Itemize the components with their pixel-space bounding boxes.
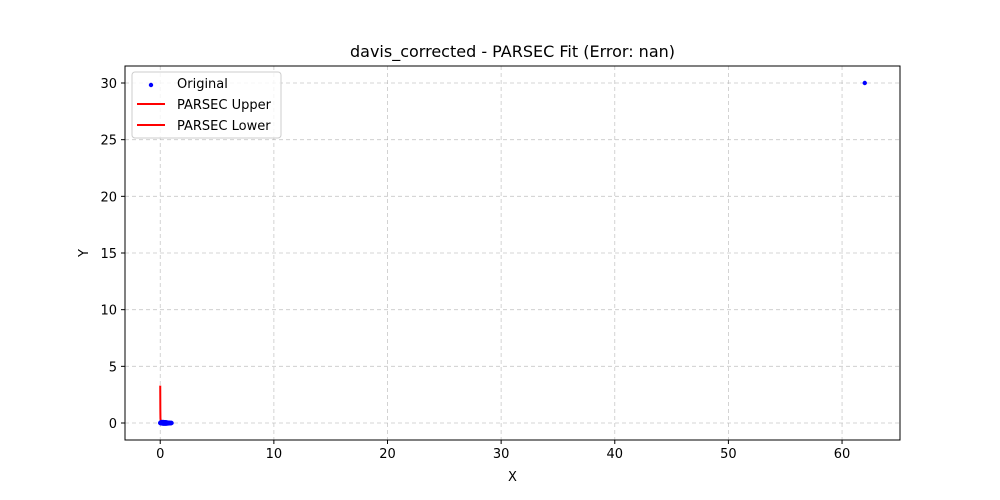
x-tick-label: 10 — [266, 447, 283, 462]
grid — [125, 66, 900, 440]
y-tick-label: 5 — [109, 360, 117, 375]
x-tick-label: 50 — [720, 447, 737, 462]
y-tick-label: 15 — [100, 247, 117, 262]
scatter-point — [862, 80, 867, 86]
legend-label-original: Original — [177, 77, 228, 92]
legend-label-parsec-upper: PARSEC Upper — [177, 98, 272, 113]
y-tick-label: 25 — [100, 134, 117, 149]
y-tick-label: 0 — [109, 417, 117, 432]
legend-marker-original — [148, 82, 154, 88]
plot-data — [158, 80, 867, 426]
x-tick-label: 60 — [834, 447, 851, 462]
y-tick-label: 30 — [100, 77, 117, 92]
x-axis-label: X — [508, 470, 517, 485]
x-tick-label: 0 — [156, 447, 164, 462]
y-tick-label: 20 — [100, 190, 117, 205]
y-tick-label: 10 — [100, 304, 117, 319]
axis-ticks: 0 10 20 30 40 50 60 0 5 10 15 20 25 30 — [100, 77, 850, 462]
legend-label-parsec-lower: PARSEC Lower — [177, 119, 271, 134]
x-tick-label: 30 — [493, 447, 510, 462]
chart-title: davis_corrected - PARSEC Fit (Error: nan… — [350, 42, 675, 62]
legend: Original PARSEC Upper PARSEC Lower — [131, 71, 282, 139]
scatter-point — [158, 420, 163, 426]
legend-box — [131, 71, 282, 139]
y-axis-label: Y — [77, 249, 92, 258]
x-tick-label: 20 — [379, 447, 396, 462]
x-tick-label: 40 — [606, 447, 623, 462]
